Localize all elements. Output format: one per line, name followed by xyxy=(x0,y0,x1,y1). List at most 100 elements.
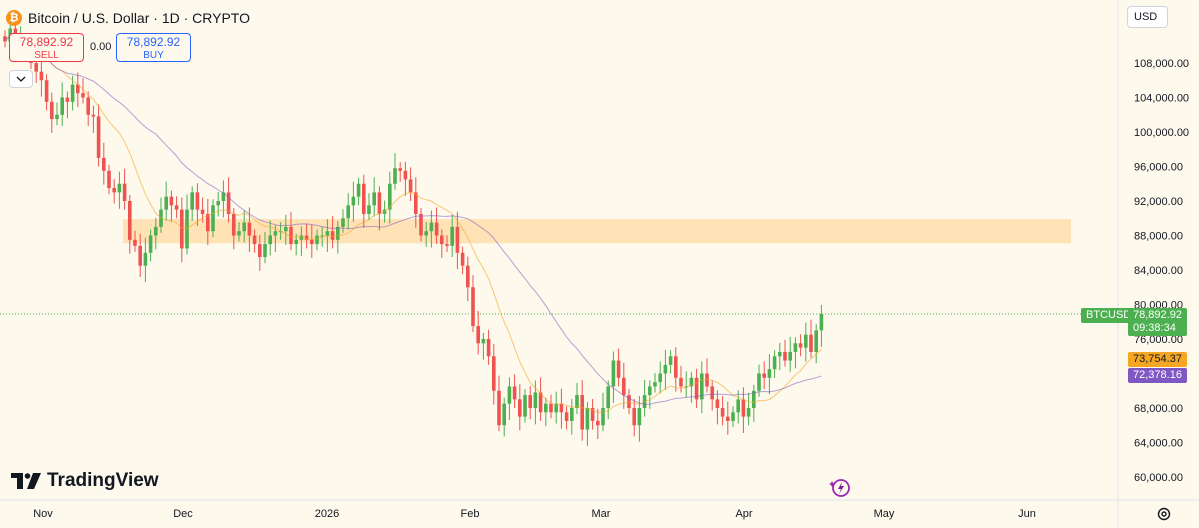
buy-button[interactable]: 78,892.92 BUY xyxy=(116,33,191,62)
candle-body xyxy=(648,386,652,396)
candle-body xyxy=(804,334,808,348)
currency-select[interactable]: USD xyxy=(1127,6,1168,28)
candle-body xyxy=(549,403,553,413)
candle-body xyxy=(112,188,116,193)
candle-body xyxy=(502,403,506,426)
candle-body xyxy=(663,364,668,374)
candle-body xyxy=(715,399,720,408)
candle-body xyxy=(440,235,444,245)
candle-body xyxy=(242,222,246,232)
candle-body xyxy=(481,339,486,344)
candle-body xyxy=(622,377,626,396)
candle-body xyxy=(798,343,803,348)
candle-body xyxy=(273,231,278,236)
candle-body xyxy=(523,395,527,417)
candle-body xyxy=(783,351,787,361)
candle-body xyxy=(341,218,345,227)
ma-fast-line xyxy=(4,34,822,414)
candle-body xyxy=(65,97,70,102)
candle-body xyxy=(216,201,220,206)
candle-body xyxy=(424,231,428,236)
candle-body xyxy=(793,343,798,352)
candle-body xyxy=(679,377,683,387)
candle-body xyxy=(34,63,38,72)
sparkle-ai-icon[interactable] xyxy=(829,477,853,499)
candle-body xyxy=(154,226,158,236)
candle-body xyxy=(268,235,272,245)
candle-body xyxy=(388,183,392,210)
candle-body xyxy=(393,168,397,184)
candle-body xyxy=(684,386,688,388)
candle-body xyxy=(445,244,449,246)
candle-body xyxy=(596,420,600,426)
candle-body xyxy=(757,373,761,391)
candle-body xyxy=(564,412,569,421)
candle-body xyxy=(91,114,96,117)
candle-body xyxy=(741,399,746,417)
candle-body xyxy=(752,390,756,408)
candle-body xyxy=(206,213,210,232)
candle-body xyxy=(284,226,288,232)
candle-body xyxy=(336,226,340,240)
tradingview-icon xyxy=(11,473,41,489)
candle-body xyxy=(356,183,361,197)
sell-button[interactable]: 78,892.92 SELL xyxy=(9,33,84,62)
candle-body xyxy=(606,386,610,408)
chevron-down-icon xyxy=(16,76,26,82)
candle-body xyxy=(512,386,517,400)
candle-body xyxy=(138,245,142,266)
candle-body xyxy=(580,395,584,430)
candle-body xyxy=(190,192,194,210)
x-tick-label: Feb xyxy=(461,508,480,520)
y-tick-label: 60,000.00 xyxy=(1134,472,1183,484)
candle-body xyxy=(554,403,558,413)
candle-body xyxy=(720,408,725,417)
candle-body xyxy=(772,356,777,370)
y-tick-label: 88,000.00 xyxy=(1134,231,1183,243)
candle-body xyxy=(70,84,75,102)
candle-body xyxy=(320,235,324,237)
candle-body xyxy=(289,226,293,245)
candle-body xyxy=(362,183,366,214)
candle-body xyxy=(814,330,818,352)
candle-body xyxy=(486,339,491,357)
sell-label: SELL xyxy=(34,50,59,61)
candle-body xyxy=(611,360,616,387)
candle-body xyxy=(460,252,465,266)
candle-body xyxy=(668,356,673,365)
candle-body xyxy=(107,170,111,189)
candle-body xyxy=(310,239,314,245)
symbol-header[interactable]: ₿ Bitcoin / U.S. Dollar · 1D · CRYPTO xyxy=(6,8,250,28)
candle-body xyxy=(455,226,460,253)
candle-body xyxy=(3,36,7,42)
candle-body xyxy=(148,235,153,253)
candle-body xyxy=(809,334,813,352)
candle-body xyxy=(767,369,772,378)
candle-body xyxy=(50,101,54,120)
candle-body xyxy=(434,222,439,236)
candle-body xyxy=(221,192,226,201)
candle-body xyxy=(497,390,501,426)
candle-body xyxy=(700,373,704,400)
candle-body xyxy=(258,244,262,258)
candle-body xyxy=(195,192,200,210)
candle-body xyxy=(518,399,522,417)
gear-icon[interactable] xyxy=(1156,506,1172,522)
symbol-tag: BTCUSD xyxy=(1081,308,1137,323)
candle-body xyxy=(590,408,595,421)
collapse-button[interactable] xyxy=(9,70,33,88)
candle-body xyxy=(585,408,590,430)
bitcoin-icon: ₿ xyxy=(6,10,22,26)
candle-body xyxy=(55,114,59,120)
candle-body xyxy=(164,196,168,210)
candle-body xyxy=(226,192,231,214)
candle-body xyxy=(403,170,408,180)
candle-body xyxy=(44,80,49,102)
candle-body xyxy=(414,192,418,214)
candle-body xyxy=(788,351,792,361)
candle-body xyxy=(133,239,137,246)
candle-body xyxy=(419,213,423,236)
spread-value: 0.00 xyxy=(90,41,112,53)
tradingview-logo[interactable]: TradingView xyxy=(11,470,159,492)
